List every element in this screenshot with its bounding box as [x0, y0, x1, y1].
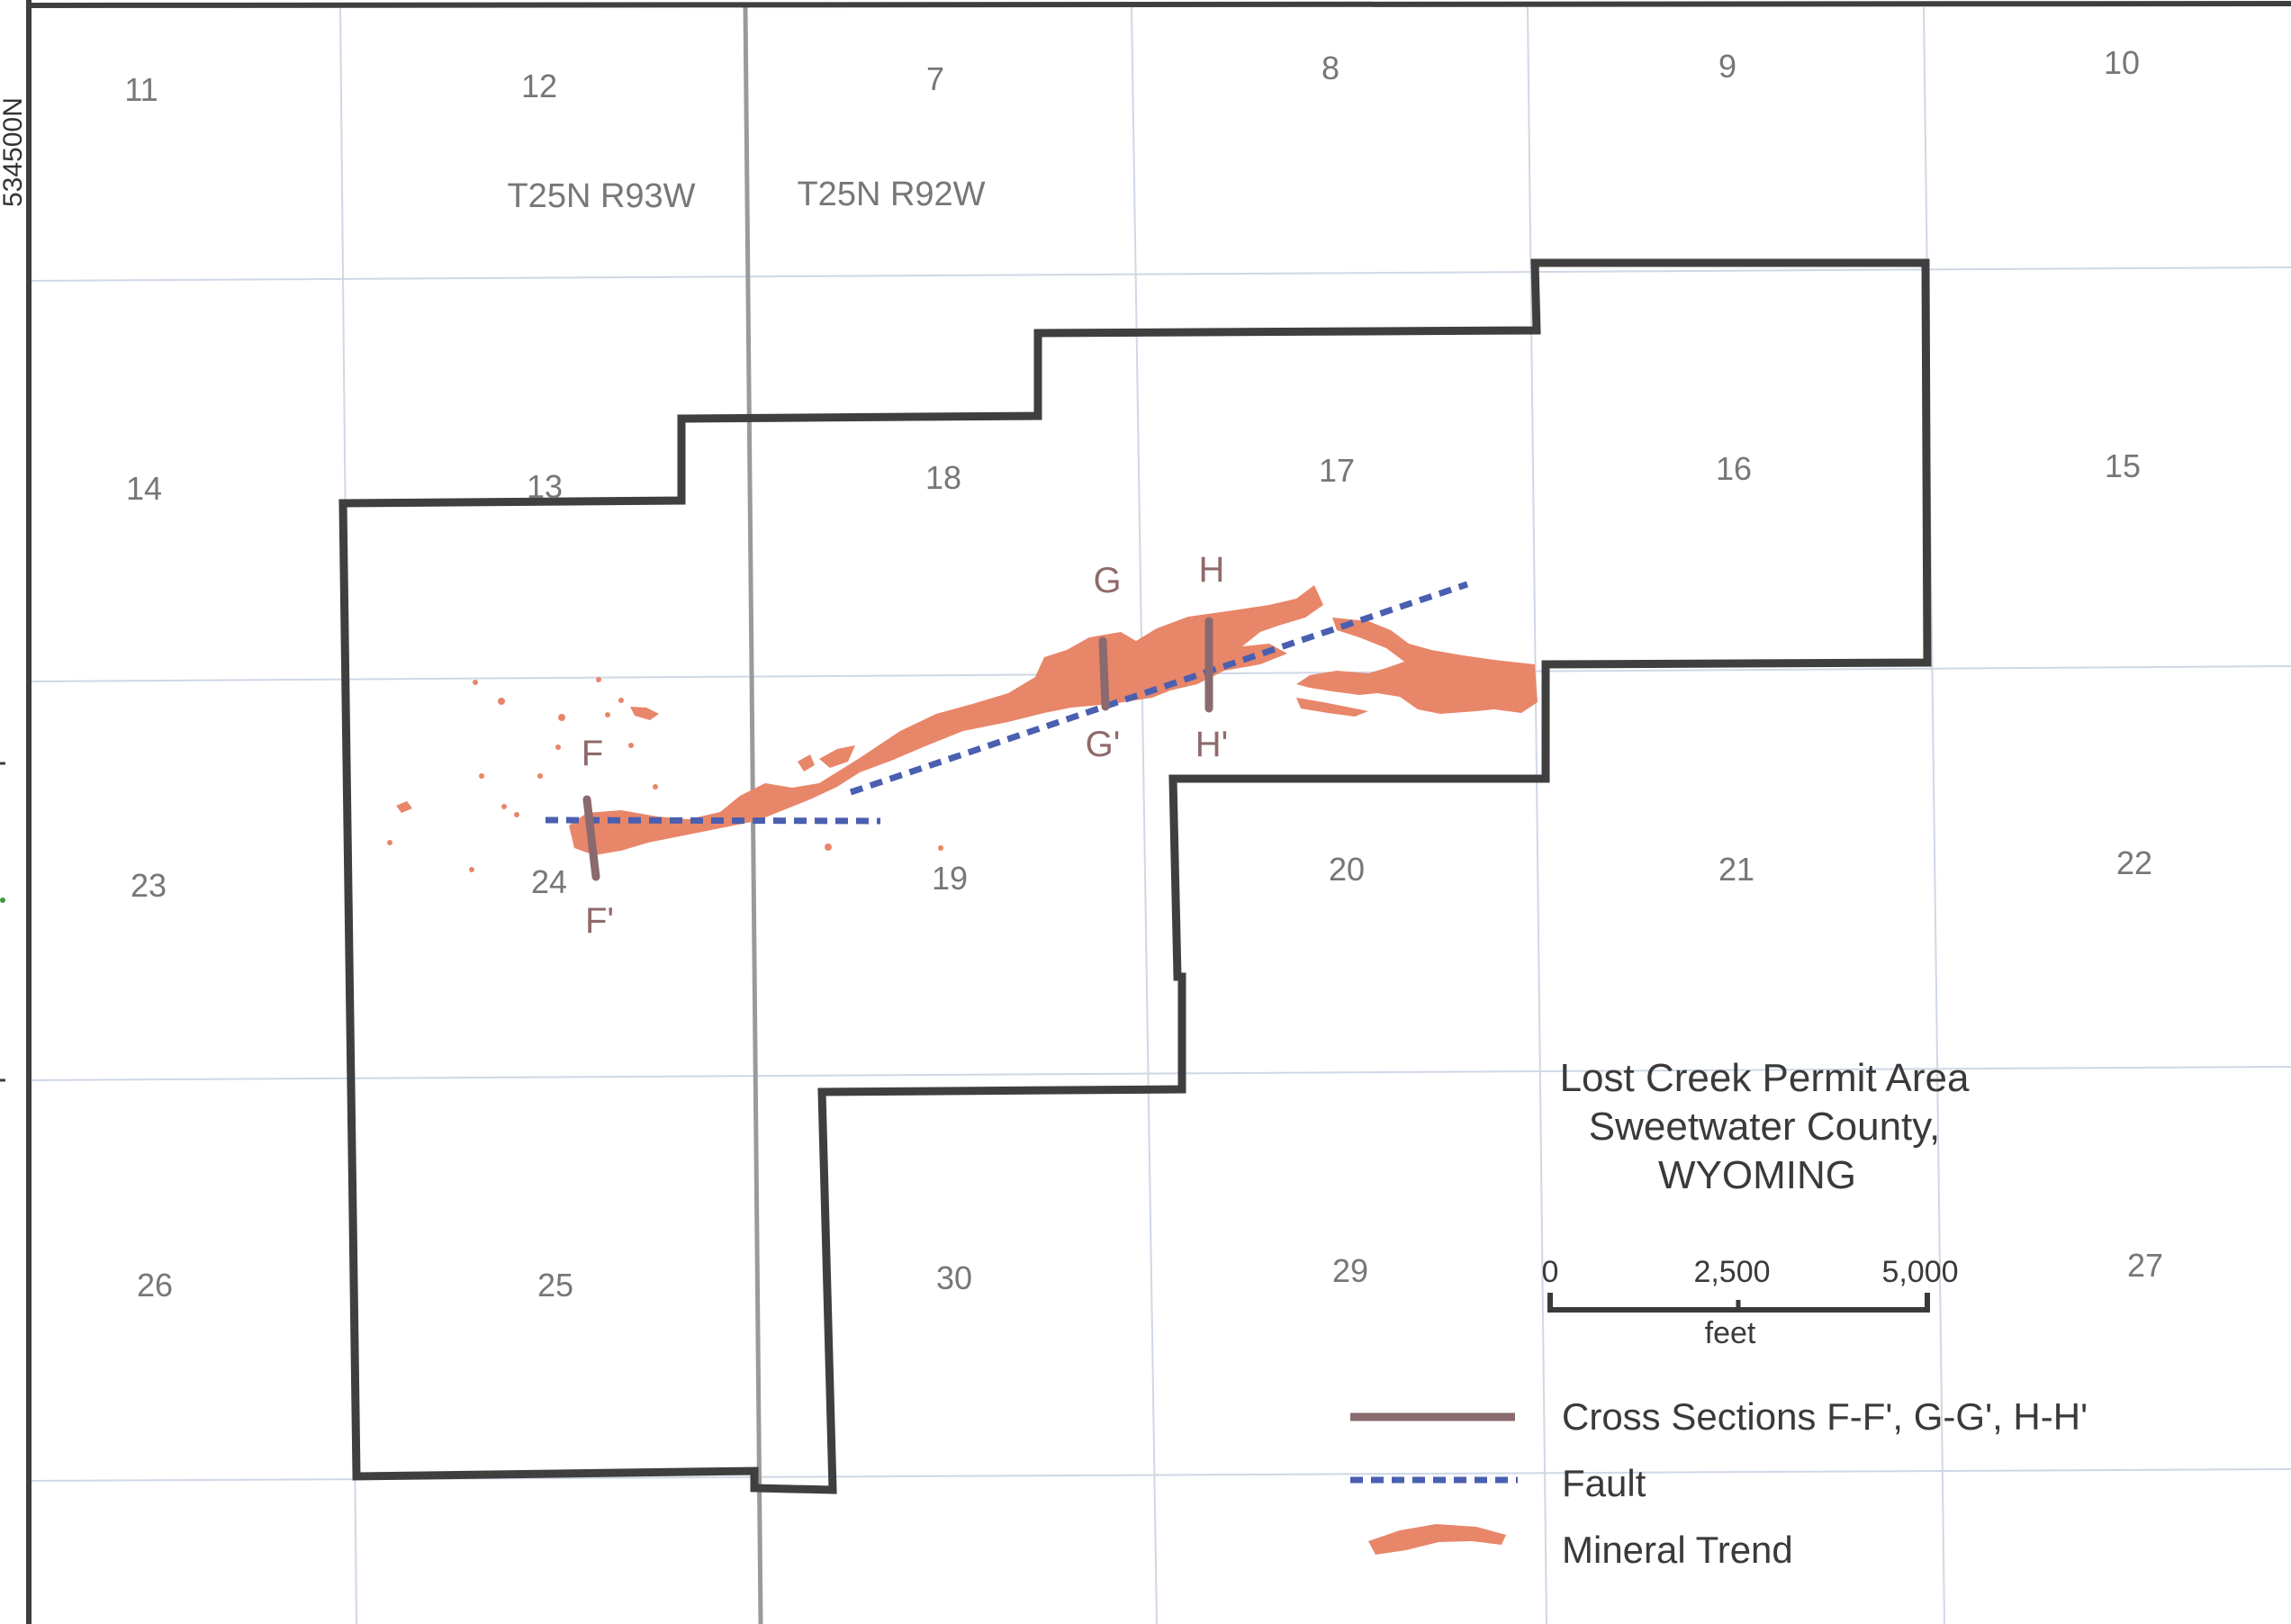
section-label: 19	[932, 860, 968, 897]
cross-section-g	[1098, 636, 1110, 711]
northing-label: 534500N	[0, 97, 28, 207]
section-label: 9	[1718, 48, 1736, 85]
section-label: 24	[531, 863, 567, 900]
section-label: 26	[137, 1267, 173, 1304]
cross-section-h-prime-label: H'	[1195, 725, 1229, 764]
cross-section-f-prime-label: F'	[585, 901, 614, 941]
cross-section-h-label: H	[1199, 550, 1225, 590]
township-label-r92w: T25N R92W	[797, 176, 985, 213]
section-label: 27	[2127, 1247, 2163, 1284]
section-label: 21	[1718, 851, 1754, 888]
scale-tick-2500: 2,500	[1693, 1255, 1770, 1289]
section-label: 14	[126, 470, 162, 507]
map-frame	[26, 0, 2291, 1624]
section-label: 12	[521, 68, 557, 104]
cross-section-lines	[582, 617, 1213, 881]
fault-lines	[545, 581, 1469, 825]
legend-mineral-trend-label: Mineral Trend	[1562, 1529, 1793, 1571]
scale-bar: 0 2,500 5,000 feet	[1542, 1255, 1959, 1350]
section-label: 11	[124, 71, 158, 108]
section-grid	[28, 6, 2291, 1624]
section-label: 17	[1319, 452, 1355, 489]
section-label: 10	[2104, 44, 2140, 81]
cross-section-g-label: G	[1093, 561, 1121, 600]
scale-unit: feet	[1705, 1316, 1756, 1350]
section-label: 25	[537, 1267, 573, 1304]
section-label: 13	[527, 468, 563, 505]
fault-west	[545, 817, 881, 825]
mineral-trend	[387, 585, 1538, 872]
fault-east	[849, 581, 1469, 796]
section-label: 30	[936, 1259, 972, 1296]
cross-section-f-label: F	[582, 734, 603, 773]
map-title-line2: Sweetwater County,	[1589, 1105, 1940, 1149]
section-label: 18	[925, 459, 961, 496]
legend-mineral-trend-symbol	[1368, 1524, 1506, 1555]
section-label: 8	[1321, 50, 1339, 86]
map-title-line1: Lost Creek Permit Area	[1560, 1056, 1970, 1100]
section-label: 7	[926, 60, 944, 97]
legend: Cross Sections F-F', G-G', H-H' Fault Mi…	[1350, 1395, 2088, 1571]
permit-boundary	[338, 258, 1932, 1494]
section-labels: 11 12 7 8 9 10 14 13 18 17 16 15 23 24 1…	[124, 44, 2163, 1304]
scale-tick-0: 0	[1542, 1255, 1559, 1289]
legend-fault-label: Fault	[1562, 1462, 1646, 1504]
cross-section-g-prime-label: G'	[1086, 725, 1121, 764]
section-label: 15	[2105, 447, 2141, 484]
section-label: 22	[2116, 844, 2152, 881]
section-label: 23	[131, 867, 167, 904]
legend-cross-section-label: Cross Sections F-F', G-G', H-H'	[1562, 1395, 2088, 1438]
scale-tick-5000: 5,000	[1881, 1255, 1958, 1289]
map-title-line3: WYOMING	[1658, 1153, 1856, 1197]
frame-marker	[0, 898, 5, 903]
section-label: 20	[1329, 851, 1365, 888]
cross-section-f	[582, 795, 600, 881]
section-label: 29	[1332, 1252, 1368, 1289]
township-label-r93w: T25N R93W	[507, 177, 695, 215]
section-label: 16	[1716, 450, 1752, 487]
